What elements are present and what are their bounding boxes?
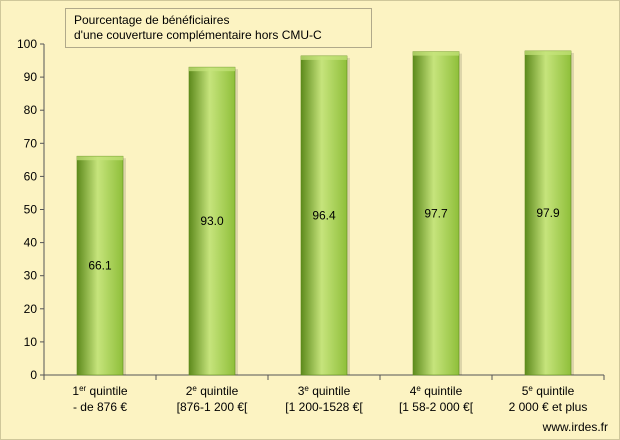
bar-top-highlight — [301, 55, 347, 60]
y-tick-label: 70 — [24, 136, 38, 150]
bar-top-highlight — [77, 156, 123, 161]
y-tick-label: 60 — [24, 169, 38, 183]
bar-top-highlight — [189, 67, 235, 72]
bar — [188, 66, 236, 376]
data-label: 66.1 — [88, 259, 112, 273]
category-label-line-2: [1 200-1528 €[ — [285, 400, 363, 414]
chart-title-line-2: d'une couverture complémentaire hors CMU… — [74, 28, 322, 42]
y-tick-label: 80 — [24, 103, 38, 117]
category-label-line-2: 2 000 € et plus — [509, 400, 588, 414]
chart-title-line-1: Pourcentage de bénéficiaires — [74, 13, 230, 27]
chart-title: Pourcentage de bénéficiaires d'une couve… — [65, 8, 372, 48]
category-label-line-2: [1 58-2 000 €[ — [399, 400, 474, 414]
y-tick-label: 20 — [24, 302, 38, 316]
y-tick-label: 90 — [24, 70, 38, 84]
y-tick-label: 100 — [17, 37, 37, 51]
bar-top-highlight — [413, 51, 459, 56]
data-label: 96.4 — [312, 208, 336, 222]
category-label-line-1: 1er quintile — [72, 384, 128, 399]
y-tick-label: 10 — [24, 335, 38, 349]
bar — [412, 51, 460, 376]
category-label-line-2: - de 876 € — [73, 400, 127, 414]
y-tick-label: 40 — [24, 236, 38, 250]
data-label: 97.7 — [424, 206, 448, 220]
data-label: 93.0 — [200, 214, 224, 228]
category-label-line-1: 4e quintile — [410, 384, 463, 399]
y-tick-label: 0 — [30, 368, 37, 382]
category-label-line-1: 5e quintile — [522, 384, 575, 399]
data-label: 97.9 — [536, 206, 560, 220]
bar — [524, 50, 572, 376]
category-label-line-1: 2e quintile — [186, 384, 239, 399]
source-credit: www.irdes.fr — [542, 420, 608, 434]
y-tick-label: 30 — [24, 269, 38, 283]
y-tick-label: 50 — [24, 203, 38, 217]
bar-top-highlight — [525, 50, 571, 55]
category-label-line-2: [876-1 200 €[ — [177, 400, 248, 414]
category-label-line-1: 3e quintile — [298, 384, 351, 399]
bar — [76, 155, 124, 376]
